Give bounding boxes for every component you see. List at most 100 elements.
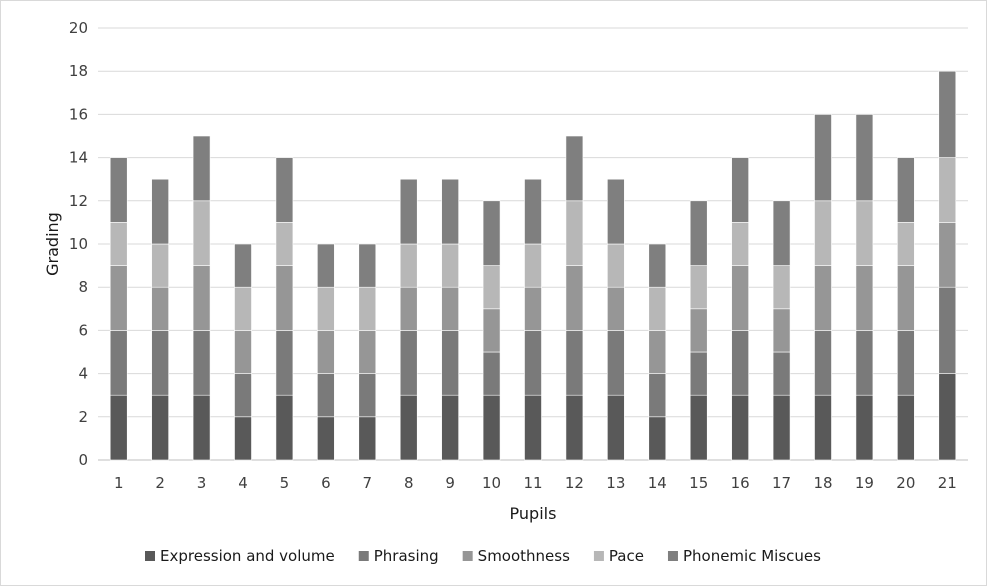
bar-segment-21-5 <box>938 70 957 158</box>
bar-segment-14-3 <box>648 330 667 374</box>
bars <box>109 70 957 461</box>
bar-segment-16-2 <box>731 330 749 396</box>
x-tick-label: 5 <box>280 474 290 492</box>
bar-segment-16-1 <box>731 394 749 461</box>
bar-segment-14-5 <box>648 243 667 288</box>
bar-segment-4-3 <box>234 330 252 374</box>
bar-segment-15-5 <box>689 200 708 266</box>
bar-segment-21-2 <box>938 286 957 374</box>
bar-segment-19-2 <box>855 330 874 396</box>
bar-segment-15-4 <box>689 265 708 310</box>
bar-segment-13-4 <box>607 243 625 288</box>
bar-segment-6-4 <box>317 286 335 331</box>
bar-segment-5-3 <box>275 265 294 331</box>
y-tick-label: 14 <box>69 149 88 167</box>
x-tick-label: 4 <box>238 474 248 492</box>
x-tick-label: 14 <box>648 474 667 492</box>
bar-segment-17-2 <box>772 351 791 396</box>
bar-segment-6-2 <box>317 373 335 418</box>
bar-segment-13-1 <box>607 394 625 461</box>
bar-segment-9-4 <box>441 243 459 288</box>
y-tick-label: 8 <box>78 278 88 296</box>
bar-segment-17-1 <box>772 394 791 461</box>
x-tick-label: 6 <box>321 474 331 492</box>
bar-segment-18-2 <box>814 330 832 396</box>
y-tick-label: 18 <box>69 62 88 80</box>
y-axis-title: Grading <box>43 212 62 276</box>
bar-segment-19-5 <box>855 114 874 202</box>
bar-segment-1-3 <box>109 265 128 331</box>
bar-segment-18-4 <box>814 200 832 266</box>
bar-segment-17-3 <box>772 308 791 353</box>
y-tick-label: 6 <box>78 321 88 339</box>
bar-segment-8-3 <box>399 286 418 331</box>
bar-segment-3-1 <box>192 394 211 461</box>
bar-segment-8-1 <box>399 394 418 461</box>
legend-label-2: Phrasing <box>374 547 439 565</box>
y-tick-label: 4 <box>78 365 88 383</box>
legend: Expression and volume Phrasing Smoothness P… <box>145 547 821 565</box>
bar-segment-12-3 <box>565 265 584 331</box>
x-tick-labels: 1 2 3 4 5 6 7 8 9 10 11 12 13 14 15 16 17 18 19 20 21 <box>114 474 957 492</box>
bar-segment-13-3 <box>607 286 625 331</box>
bar-segment-3-3 <box>192 265 211 331</box>
bar-segment-15-3 <box>689 308 708 353</box>
x-tick-label: 13 <box>606 474 625 492</box>
bar-segment-10-3 <box>482 308 501 353</box>
bar-segment-20-1 <box>897 394 915 461</box>
legend-swatch-3 <box>462 551 473 561</box>
bar-segment-1-4 <box>109 222 128 266</box>
x-tick-label: 15 <box>689 474 708 492</box>
x-tick-label: 8 <box>404 474 414 492</box>
x-tick-label: 10 <box>482 474 501 492</box>
bar-segment-7-5 <box>358 243 377 288</box>
bar-segment-17-4 <box>772 265 791 310</box>
bar-segment-8-4 <box>399 243 418 288</box>
x-tick-label: 20 <box>896 474 915 492</box>
bar-segment-4-4 <box>234 286 252 331</box>
bar-segment-3-5 <box>192 135 211 202</box>
bar-segment-21-3 <box>938 222 957 288</box>
legend-label-4: Pace <box>609 547 644 565</box>
bar-segment-16-3 <box>731 265 749 331</box>
legend-label-5: Phonemic Miscues <box>683 547 821 565</box>
bar-segment-11-5 <box>524 178 542 245</box>
legend-label-3: Smoothness <box>478 547 570 565</box>
bar-segment-12-5 <box>565 135 584 202</box>
bar-segment-8-5 <box>399 178 418 245</box>
x-tick-label: 17 <box>772 474 791 492</box>
bar-segment-15-1 <box>689 394 708 461</box>
x-tick-label: 21 <box>938 474 957 492</box>
y-tick-labels: 0 2 4 6 8 10 12 14 16 18 20 <box>69 19 88 469</box>
bar-segment-11-3 <box>524 286 542 331</box>
bar-segment-10-5 <box>482 200 501 266</box>
bar-segment-20-5 <box>897 157 915 223</box>
bar-segment-2-5 <box>151 178 169 245</box>
bar-segment-6-5 <box>317 243 335 288</box>
x-tick-label: 16 <box>731 474 750 492</box>
bar-segment-4-5 <box>234 243 252 288</box>
bar-segment-20-3 <box>897 265 915 331</box>
bar-segment-1-5 <box>109 157 128 223</box>
x-tick-label: 2 <box>155 474 165 492</box>
bar-segment-10-4 <box>482 265 501 310</box>
y-tick-label: 0 <box>78 451 88 469</box>
bar-segment-20-4 <box>897 222 915 266</box>
bar-segment-16-5 <box>731 157 749 223</box>
bar-segment-18-5 <box>814 114 832 202</box>
bar-segment-2-2 <box>151 330 169 396</box>
bar-segment-6-3 <box>317 330 335 374</box>
x-tick-label: 18 <box>813 474 832 492</box>
bar-segment-14-2 <box>648 373 667 418</box>
x-tick-label: 9 <box>445 474 455 492</box>
bar-segment-2-4 <box>151 243 169 288</box>
bar-segment-2-1 <box>151 394 169 461</box>
bar-segment-13-5 <box>607 178 625 245</box>
bar-segment-9-3 <box>441 286 459 331</box>
x-tick-label: 11 <box>523 474 542 492</box>
y-tick-label: 16 <box>69 105 88 123</box>
bar-segment-4-1 <box>234 416 252 461</box>
bar-segment-12-2 <box>565 330 584 396</box>
bar-segment-18-3 <box>814 265 832 331</box>
bar-segment-7-2 <box>358 373 377 418</box>
